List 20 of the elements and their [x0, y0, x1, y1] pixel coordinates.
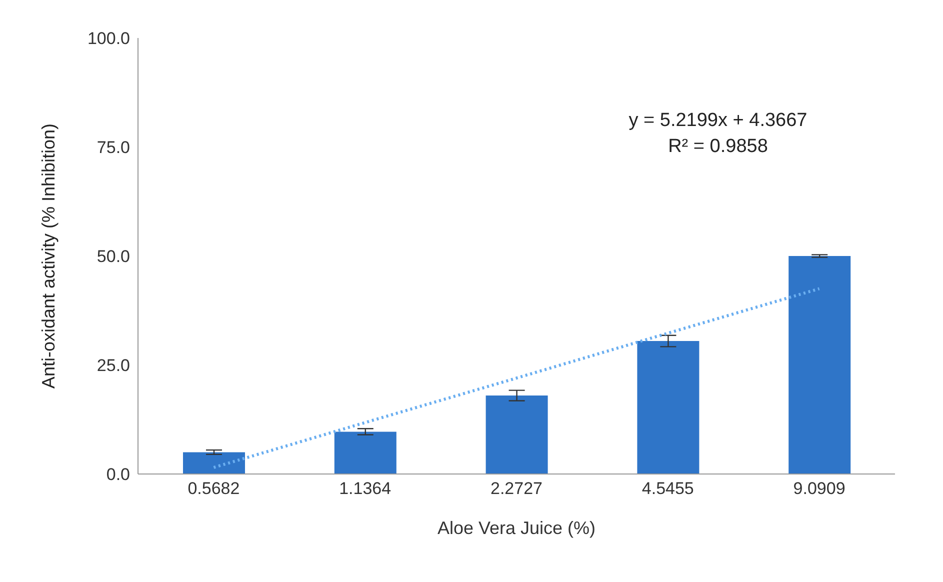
x-tick-label: 4.5455: [642, 479, 694, 498]
x-axis-title: Aloe Vera Juice (%): [437, 518, 596, 538]
y-tick-label: 25.0: [96, 356, 130, 376]
y-axis-title: Anti-oxidant activity (% Inhibition): [38, 123, 58, 389]
x-tick-label: 2.2727: [490, 479, 542, 498]
bar: [788, 256, 851, 474]
bar: [637, 341, 700, 474]
annotation: y = 5.2199x + 4.3667: [628, 109, 808, 133]
y-tick-label: 75.0: [96, 138, 130, 158]
y-tick-label: 0.0: [106, 465, 130, 484]
x-tick-label: 1.1364: [339, 479, 392, 498]
bar: [183, 452, 245, 474]
line-series: [212, 287, 821, 469]
x-tick-label: 0.5682: [188, 479, 240, 498]
bar: [486, 396, 548, 474]
bar: [334, 432, 396, 474]
y-tick-label: 100.0: [87, 29, 130, 48]
y-tick-label: 50.0: [96, 247, 130, 266]
annotation: R² = 0.9858: [667, 135, 769, 159]
x-tick-label: 9.0909: [793, 479, 846, 498]
